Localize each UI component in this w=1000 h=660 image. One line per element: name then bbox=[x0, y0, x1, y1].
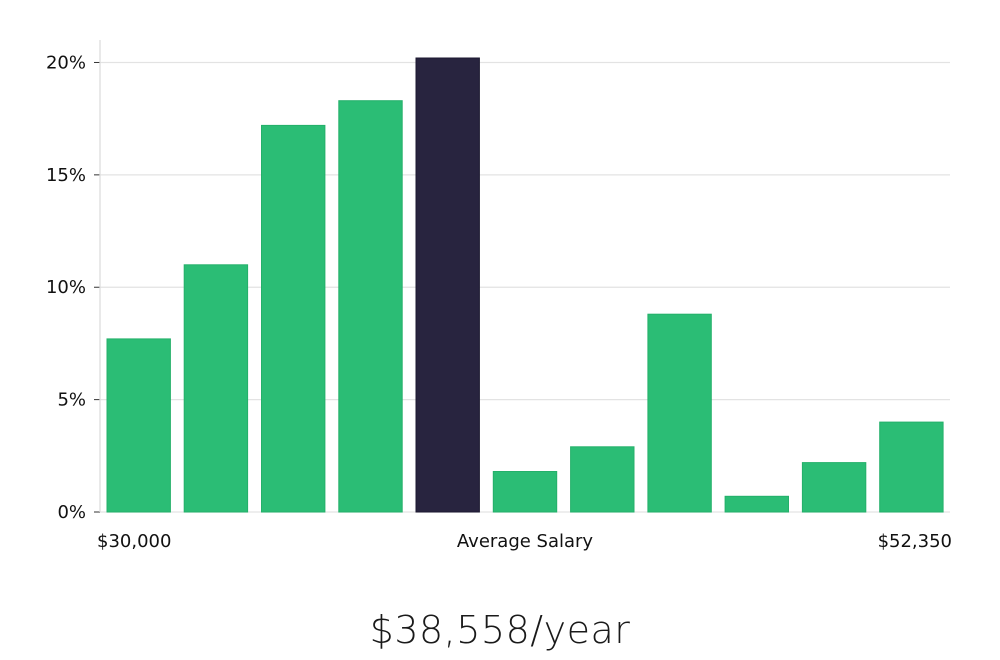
y-tick-label: 0% bbox=[57, 502, 86, 523]
y-tick-label: 20% bbox=[46, 52, 86, 73]
bar bbox=[879, 421, 944, 513]
bar bbox=[338, 100, 403, 513]
y-tick-label: 5% bbox=[57, 390, 86, 411]
bar bbox=[106, 338, 171, 513]
bar bbox=[724, 495, 789, 513]
bar-average-salary bbox=[415, 57, 480, 513]
x-start-label: $30,000 bbox=[97, 531, 171, 552]
bar bbox=[183, 264, 249, 513]
x-axis-label: Average Salary bbox=[457, 531, 594, 552]
bar bbox=[492, 471, 558, 513]
bar bbox=[570, 446, 635, 513]
salary-histogram: 0% 5% 10% 15% 20% $30,000 Average Salary $52… bbox=[46, 40, 952, 552]
x-end-label: $52,350 bbox=[878, 531, 952, 552]
bar bbox=[647, 313, 712, 513]
bar bbox=[261, 124, 326, 513]
y-tick-label: 10% bbox=[46, 277, 86, 298]
y-tick-label: 15% bbox=[46, 165, 86, 186]
bar bbox=[801, 462, 867, 513]
average-salary-value: $38,558/year bbox=[369, 608, 631, 652]
